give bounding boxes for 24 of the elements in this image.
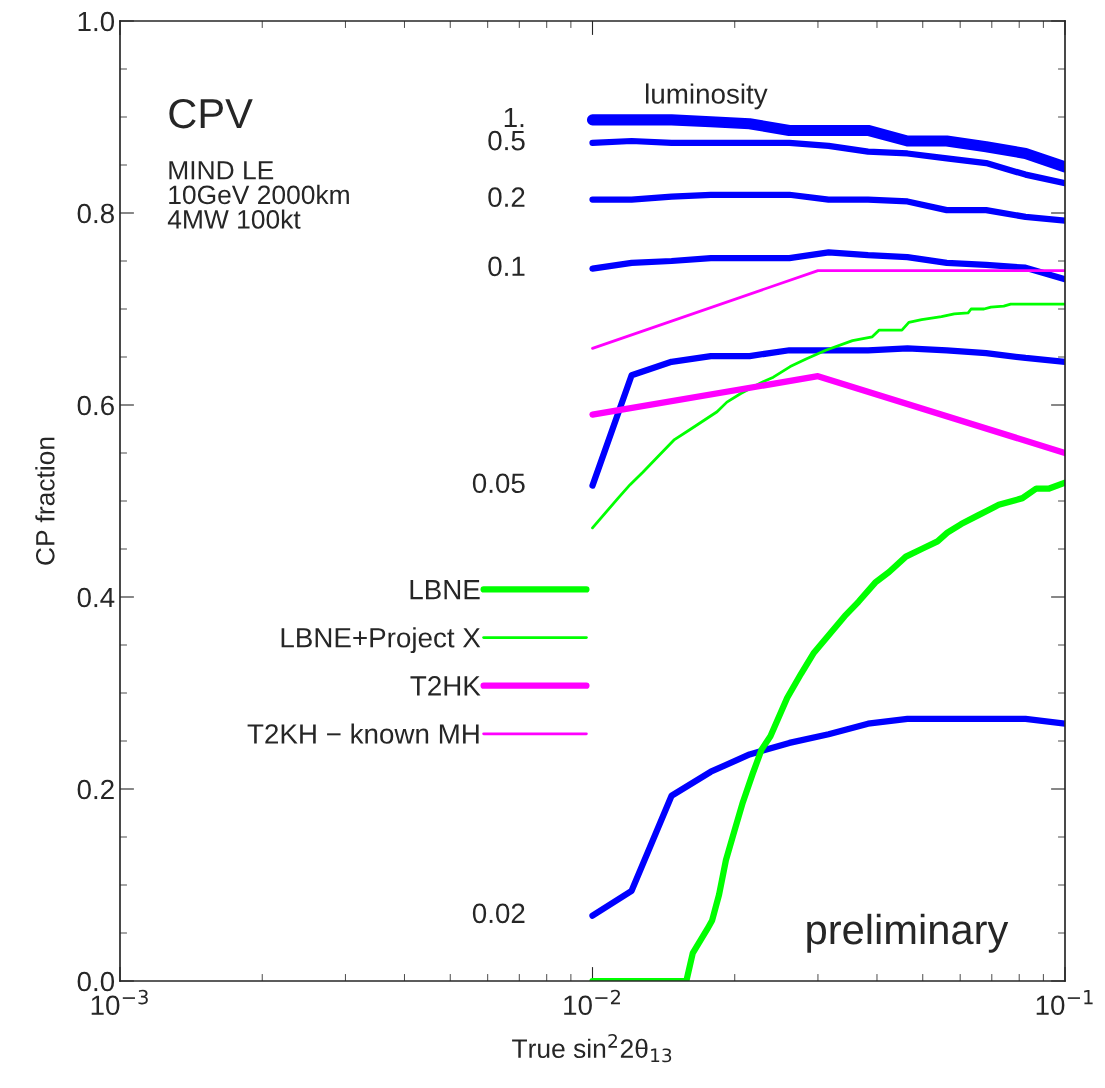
x-tick-label: 10$^{−2}$	[564, 989, 620, 1016]
legend-label: LBNE+Project X	[281, 627, 481, 654]
text: 0.2	[488, 187, 525, 208]
y-tick-label: 0.2	[77, 779, 114, 800]
y-tick-label: 1.0	[78, 11, 115, 32]
text: 0.05	[472, 473, 525, 494]
text: 1.	[504, 107, 524, 128]
legend-label: LBNE	[410, 580, 480, 600]
x-tick-label: 10$^{−1}$	[1036, 990, 1093, 1016]
y-tick-label: 0.0	[77, 971, 115, 992]
legend-label: T2HK	[410, 676, 481, 696]
y-axis-title: CP fraction	[35, 437, 55, 565]
annotation: MIND LE 10GeV 2000km 4MW 100kt	[167, 161, 349, 229]
y-tick-label: 0.4	[77, 587, 115, 608]
text: 0.5	[488, 130, 525, 151]
annotation: preliminary	[807, 913, 1009, 953]
y-tick-label: 0.6	[77, 395, 114, 416]
annotation: CPV	[169, 98, 253, 129]
annotation: luminosity	[646, 83, 768, 110]
x-axis-title: True sin$^{2}$2θ$_{13}$	[512, 1033, 672, 1063]
y-tick-label: 0.8	[77, 203, 114, 224]
legend-label: T2KH − known MH	[247, 723, 479, 744]
text: 0.02	[472, 903, 525, 924]
text: 0.1	[488, 256, 525, 277]
